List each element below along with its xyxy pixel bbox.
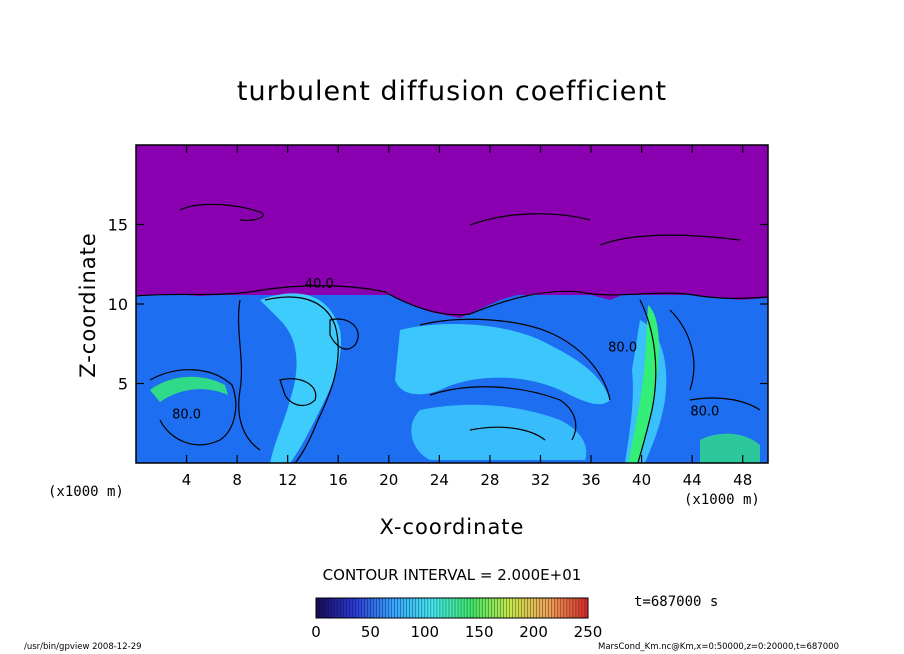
colorbar-tick-label: 100 — [410, 623, 439, 641]
x-axis-unit-left: (x1000 m) — [48, 484, 124, 500]
x-tick-label: 20 — [379, 471, 398, 489]
contour-label: 80.0 — [690, 404, 719, 419]
field-upper-boundary — [136, 280, 768, 318]
x-tick-label: 8 — [232, 471, 242, 489]
contour-interval-label: CONTOUR INTERVAL = 2.000E+01 — [322, 566, 582, 584]
field-upper-region — [136, 145, 768, 295]
contour-label: 40.0 — [305, 277, 334, 292]
x-tick-group: 4 8 12 16 20 24 28 32 36 40 44 48 — [182, 145, 752, 489]
footer-data-source: MarsCond_Km.nc@Km,x=0:50000,z=0:20000,t=… — [598, 642, 839, 652]
field-green-base — [700, 433, 760, 463]
colorbar-stripes — [318, 598, 586, 618]
footer-program-date: /usr/bin/gpview 2008-12-29 — [24, 642, 142, 652]
heatmap-field — [136, 145, 768, 463]
y-tick-label: 5 — [118, 375, 128, 394]
field-green-core-left — [150, 376, 228, 402]
field-plume-center — [411, 404, 587, 460]
x-tick-label: 28 — [480, 471, 499, 489]
colorbar-tick-label: 50 — [361, 623, 380, 641]
colorbar-tick-group: 0 50 100 150 200 250 — [311, 623, 602, 641]
y-tick-group: 5 10 15 — [108, 216, 768, 394]
x-tick-label: 12 — [278, 471, 297, 489]
y-tick-label: 15 — [108, 216, 128, 235]
x-tick-label: 44 — [683, 471, 702, 489]
colorbar-tick-label: 150 — [465, 623, 494, 641]
contour-label-group: 40.0 80.0 80.0 80.0 — [172, 277, 719, 422]
field-contour-lines — [136, 203, 768, 463]
colorbar-tick-label: 0 — [311, 623, 321, 641]
contour-label: 80.0 — [172, 407, 201, 422]
colorbar-tick-label: 200 — [519, 623, 548, 641]
colorbar-tick-label: 250 — [574, 623, 603, 641]
x-axis-unit-right: (x1000 m) — [684, 492, 760, 508]
field-plume-left — [260, 293, 341, 463]
x-tick-label: 24 — [430, 471, 449, 489]
y-tick-label: 10 — [108, 295, 128, 314]
x-tick-label: 32 — [531, 471, 550, 489]
x-axis-label: X-coordinate — [379, 515, 525, 539]
x-tick-label: 36 — [581, 471, 600, 489]
x-tick-label: 4 — [182, 471, 192, 489]
time-label: t=687000 s — [634, 594, 719, 610]
chart-title: turbulent diffusion coefficient — [236, 76, 668, 107]
field-green-core-right — [628, 305, 660, 463]
x-tick-label: 40 — [632, 471, 651, 489]
x-tick-label: 48 — [733, 471, 752, 489]
field-plume-mid — [395, 324, 610, 405]
x-tick-label: 16 — [329, 471, 348, 489]
contour-label: 80.0 — [608, 341, 637, 356]
